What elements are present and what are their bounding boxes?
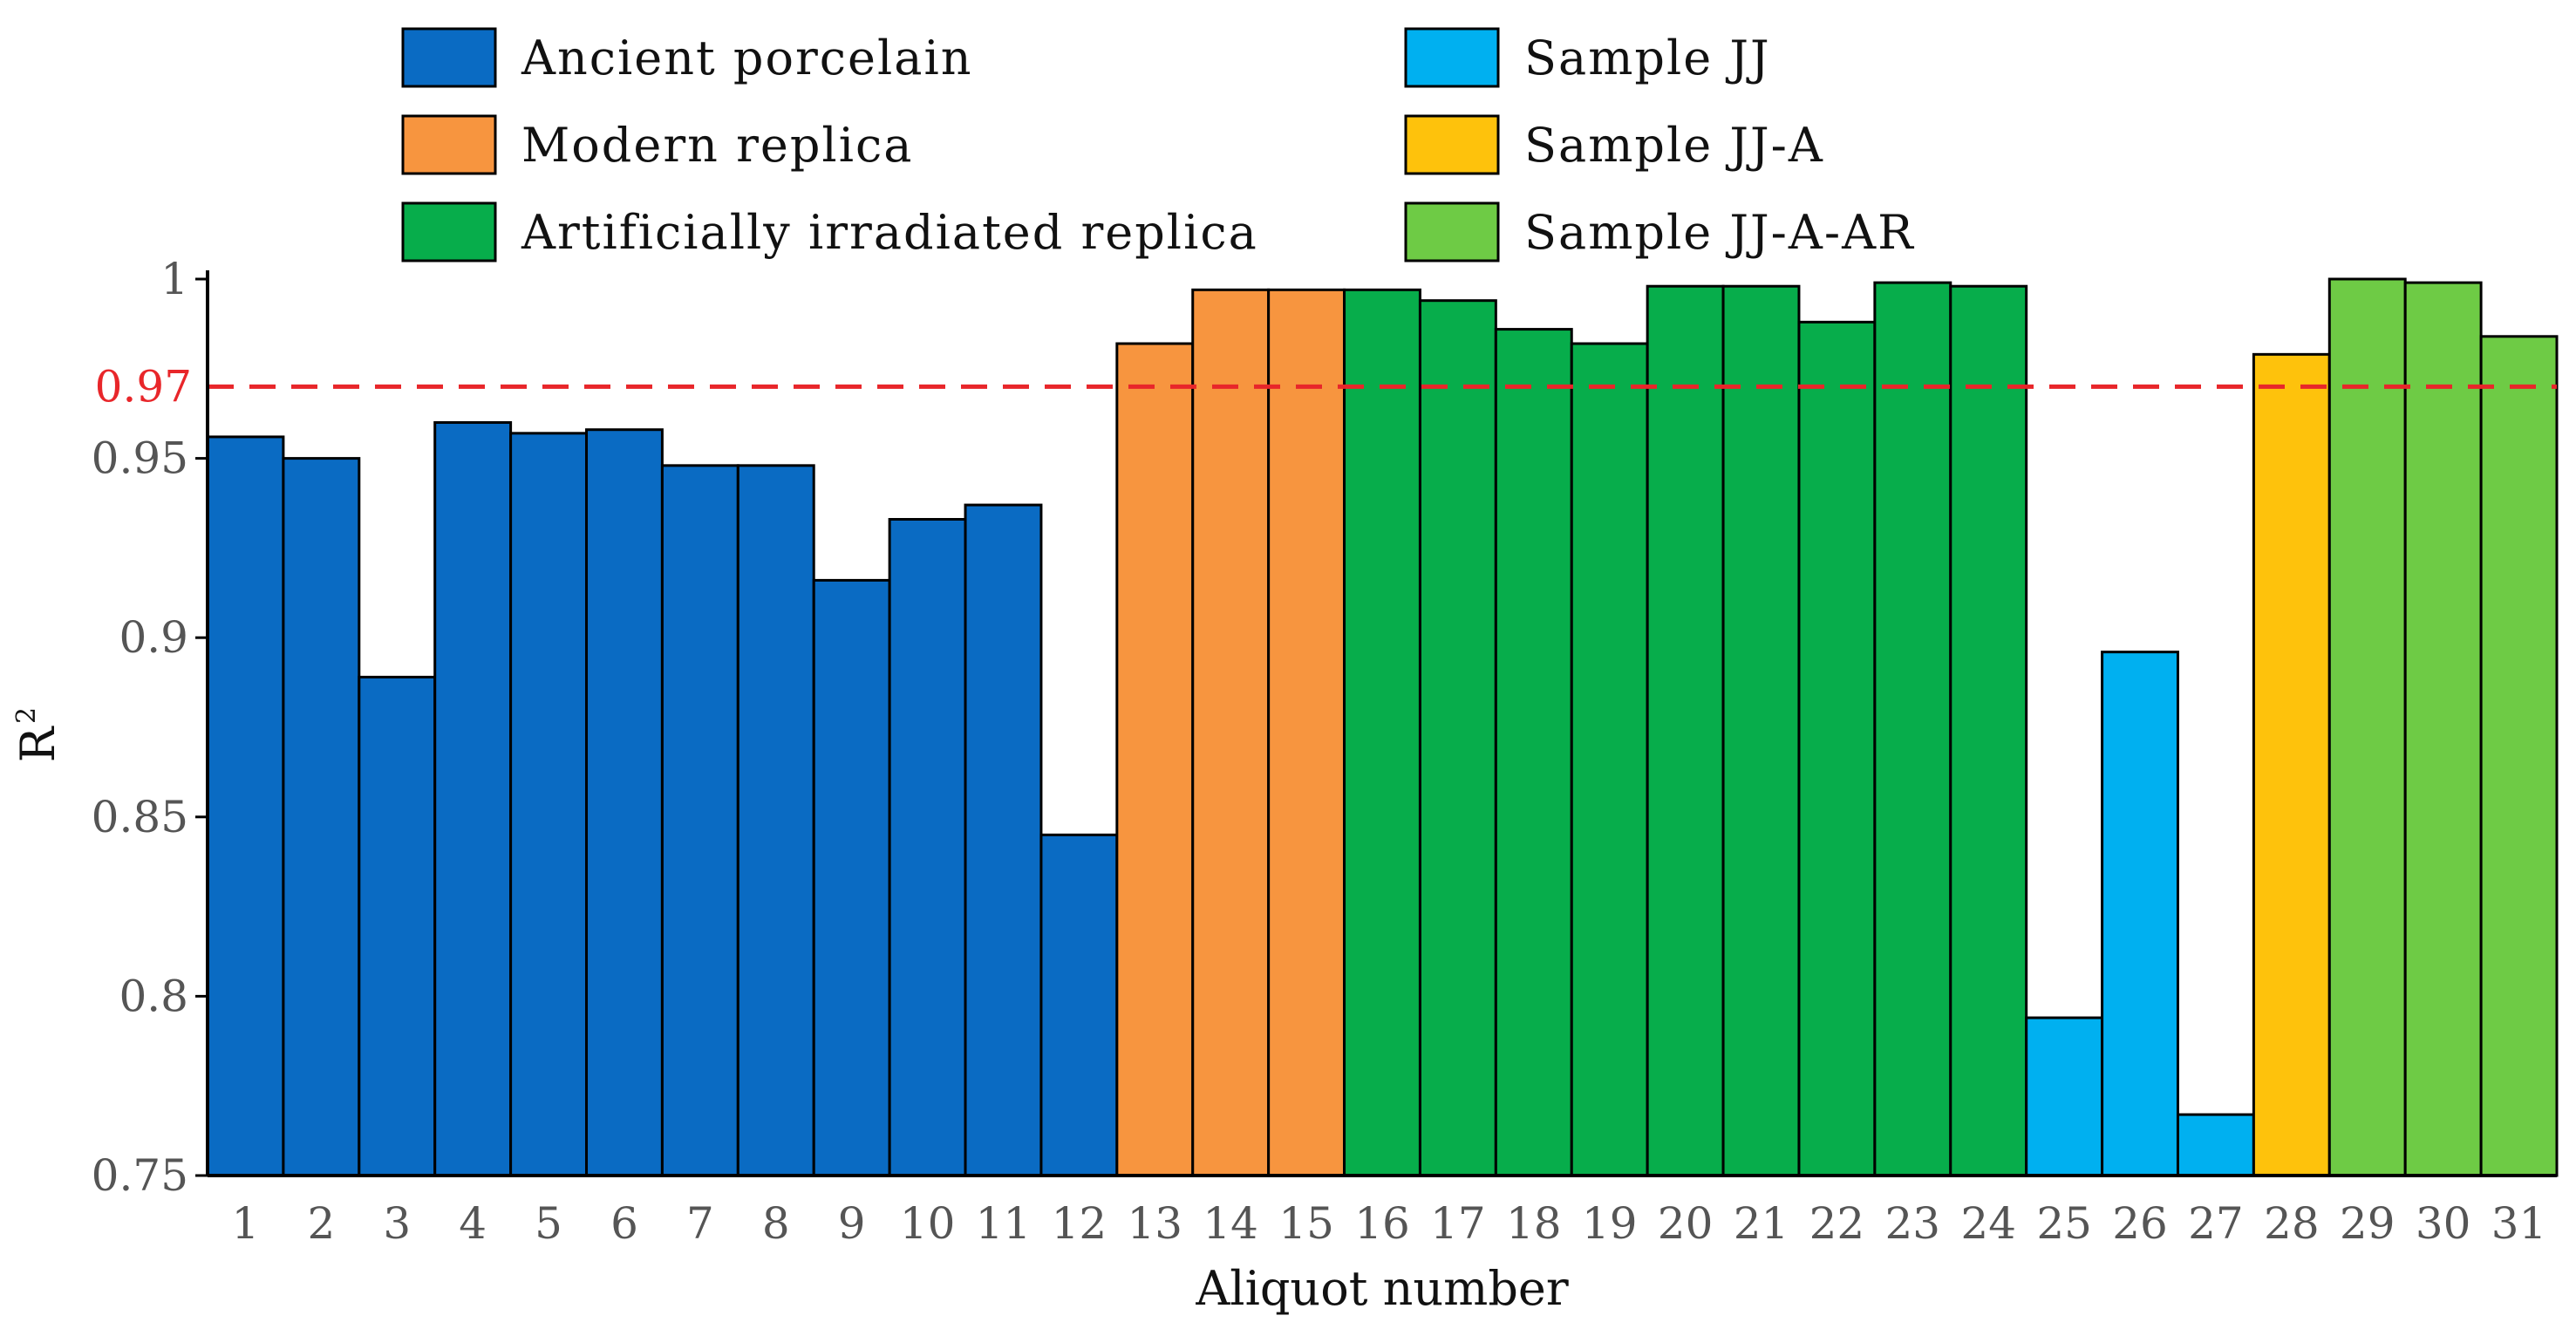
bar-11 [964, 503, 1043, 1177]
bar-8 [736, 464, 815, 1177]
x-tick-label: 25 [2036, 1198, 2092, 1249]
legend-label: Sample JJ-A [1524, 118, 1824, 173]
bar-13 [1115, 342, 1195, 1177]
bar-3 [358, 675, 437, 1177]
bar-19 [1570, 342, 1649, 1177]
x-tick-label: 20 [1658, 1198, 1714, 1249]
x-tick-label: 17 [1430, 1198, 1486, 1249]
x-tick-label: 7 [686, 1198, 714, 1249]
legend-swatch [1404, 27, 1500, 88]
legend-label: Artificially irradiated replica [521, 205, 1258, 260]
x-tick-label: 18 [1506, 1198, 1562, 1249]
bar-23 [1873, 281, 1952, 1177]
legend-label: Ancient porcelain [521, 31, 973, 85]
x-tick-label: 27 [2188, 1198, 2244, 1249]
legend-item: Ancient porcelain [401, 27, 973, 88]
bar-15 [1267, 288, 1346, 1177]
x-tick-label: 26 [2112, 1198, 2168, 1249]
x-tick-label: 6 [610, 1198, 638, 1249]
x-tick-label: 3 [383, 1198, 411, 1249]
y-axis-title-group: R 2 [10, 707, 65, 762]
y-tick-label: 0.85 [92, 792, 188, 842]
x-tick-label: 29 [2340, 1198, 2395, 1249]
legend-swatch [401, 114, 497, 175]
x-tick-label: 14 [1203, 1198, 1258, 1249]
x-tick-label: 31 [2491, 1198, 2547, 1249]
x-tick-label: 8 [762, 1198, 790, 1249]
reference-line-label: 0.97 [95, 361, 192, 412]
x-tick-label: 22 [1809, 1198, 1865, 1249]
legend-label: Modern replica [521, 118, 913, 173]
bar-12 [1039, 833, 1119, 1177]
bar-5 [509, 432, 589, 1177]
x-tick-label: 10 [900, 1198, 956, 1249]
bar-30 [2403, 281, 2483, 1177]
legend-label: Sample JJ [1524, 31, 1771, 85]
bar-18 [1494, 328, 1573, 1177]
x-tick-label: 23 [1885, 1198, 1941, 1249]
legend-swatch [401, 27, 497, 88]
bar-16 [1343, 288, 1421, 1177]
bar-7 [660, 464, 739, 1177]
legend-item: Sample JJ-A [1404, 114, 1824, 175]
y-tick-label: 0.8 [119, 971, 188, 1021]
x-tick-label: 19 [1582, 1198, 1638, 1249]
bar-24 [1949, 284, 2028, 1177]
x-tick-label: 15 [1278, 1198, 1334, 1249]
legend-item: Sample JJ-A-AR [1404, 201, 1915, 262]
bar-26 [2101, 651, 2179, 1177]
bar-22 [1797, 320, 1877, 1177]
x-tick-label: 5 [535, 1198, 562, 1249]
x-tick-label: 16 [1354, 1198, 1410, 1249]
bar-17 [1418, 299, 1497, 1177]
legend-item: Modern replica [401, 114, 913, 175]
bar-20 [1646, 284, 1725, 1177]
x-tick-label: 24 [1960, 1198, 2016, 1249]
y-tick-label: 0.75 [92, 1150, 188, 1201]
bar-4 [433, 420, 513, 1177]
y-tick-label: 0.95 [92, 433, 188, 484]
bar-10 [888, 518, 967, 1177]
bar-27 [2176, 1113, 2255, 1177]
bar-2 [282, 457, 361, 1177]
bar-28 [2252, 352, 2331, 1177]
bar-29 [2327, 277, 2407, 1177]
legend-swatch [401, 201, 497, 262]
x-tick-label: 13 [1127, 1198, 1182, 1249]
bar-31 [2479, 335, 2559, 1177]
x-tick-label: 2 [307, 1198, 335, 1249]
bar-14 [1191, 288, 1271, 1177]
x-tick-label: 28 [2264, 1198, 2320, 1249]
x-tick-label: 21 [1734, 1198, 1789, 1249]
y-tick-label: 0.9 [119, 612, 188, 663]
y-tick-label: 1 [160, 254, 188, 304]
x-tick-label: 9 [838, 1198, 866, 1249]
y-axis-title-superscript: 2 [11, 707, 42, 724]
legend-item: Sample JJ [1404, 27, 1771, 88]
bar-6 [585, 428, 664, 1177]
bars [206, 277, 2559, 1177]
legend-swatch [1404, 201, 1500, 262]
bar-9 [812, 578, 891, 1177]
bar-25 [2025, 1016, 2104, 1177]
x-axis-title: Aliquot number [1195, 1261, 1569, 1316]
legend-item: Artificially irradiated replica [401, 201, 1258, 262]
x-tick-label: 12 [1052, 1198, 1107, 1249]
x-tick-label: 4 [459, 1198, 487, 1249]
legend-swatch [1404, 114, 1500, 175]
bar-21 [1721, 284, 1801, 1177]
bar-1 [206, 435, 285, 1177]
y-axis-title: R [10, 726, 65, 762]
x-tick-label: 30 [2416, 1198, 2471, 1249]
x-tick-label: 11 [976, 1198, 1032, 1249]
legend-label: Sample JJ-A-AR [1524, 205, 1915, 260]
x-tick-label: 1 [232, 1198, 260, 1249]
legend: Ancient porcelain Modern replica Artificia… [401, 27, 1915, 262]
